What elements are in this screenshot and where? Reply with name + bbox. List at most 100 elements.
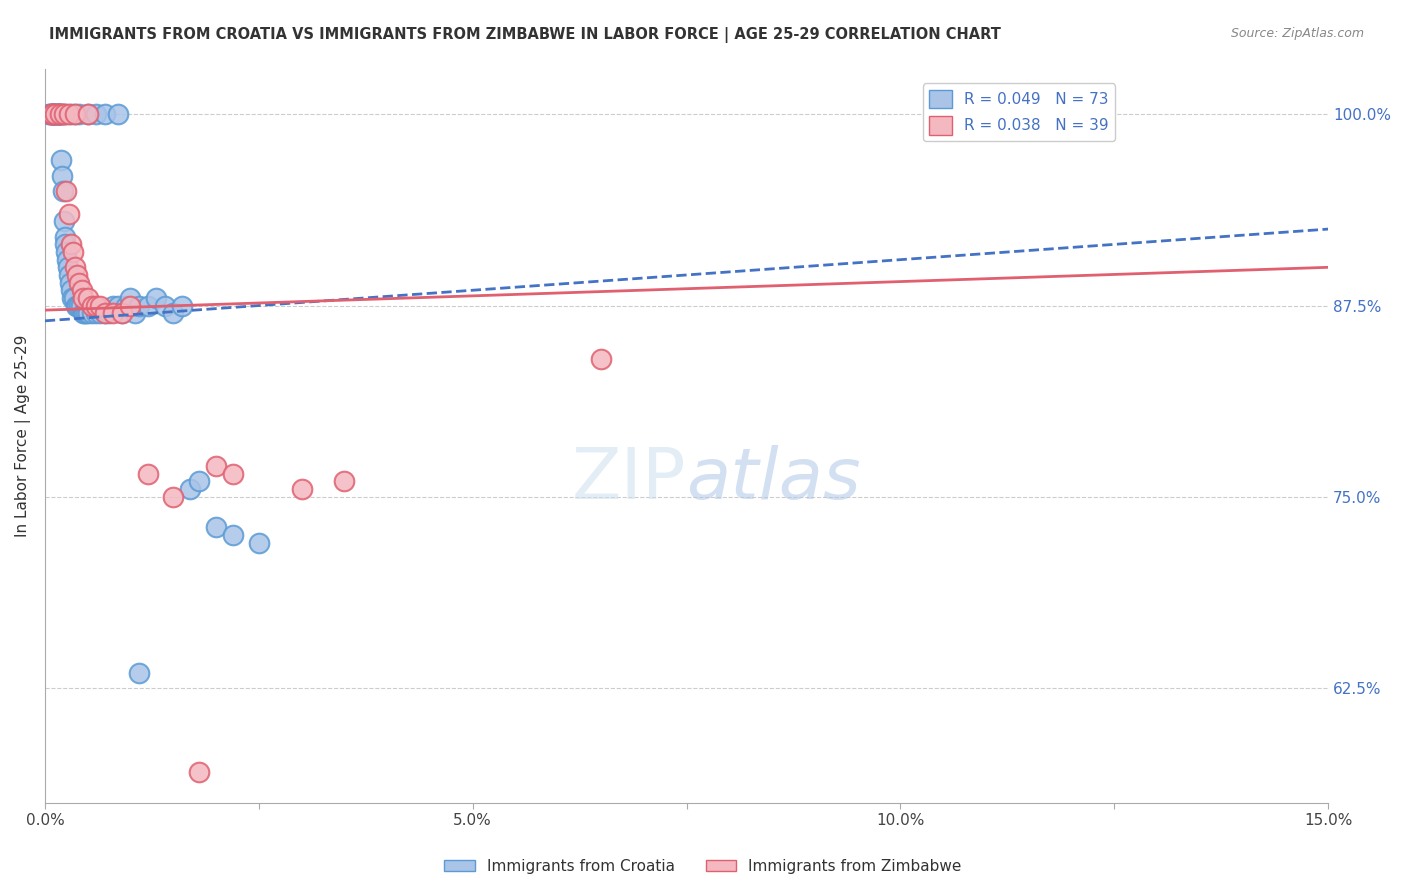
Point: [39, 107, 62, 121]
Point: [84, 107, 107, 121]
Point: [170, 299, 193, 313]
Point: [111, 306, 134, 320]
Point: [115, 299, 138, 313]
Point: [56, 260, 79, 275]
Point: [111, 306, 134, 320]
Point: [44, 107, 66, 121]
Point: [52, 107, 75, 121]
Point: [80, 299, 103, 313]
Point: [55, 245, 77, 260]
Point: [41, 107, 63, 121]
Point: [63, 291, 86, 305]
Point: [48, 107, 70, 121]
Point: [107, 107, 129, 121]
Point: [42, 107, 65, 121]
Point: [205, 459, 228, 474]
Point: [187, 764, 209, 779]
Point: [76, 306, 98, 320]
Point: [128, 665, 150, 680]
Point: [52, 214, 75, 228]
Point: [187, 475, 209, 489]
Point: [65, 299, 87, 313]
Point: [45, 107, 67, 121]
Point: [222, 467, 245, 481]
Point: [124, 306, 146, 320]
Point: [84, 299, 107, 313]
Point: [42, 107, 65, 121]
Point: [145, 291, 167, 305]
Point: [59, 237, 82, 252]
Point: [94, 306, 117, 320]
Point: [52, 184, 75, 198]
Text: Source: ZipAtlas.com: Source: ZipAtlas.com: [1230, 27, 1364, 40]
Point: [222, 528, 245, 542]
Point: [107, 299, 129, 313]
Point: [70, 283, 93, 297]
Point: [103, 299, 125, 313]
Point: [44, 107, 66, 121]
Point: [72, 291, 94, 305]
Point: [46, 107, 69, 121]
Point: [333, 475, 356, 489]
Point: [84, 306, 107, 320]
Point: [73, 306, 96, 320]
Point: [69, 299, 91, 313]
Point: [153, 299, 176, 313]
Point: [76, 291, 98, 305]
Point: [136, 299, 159, 313]
Text: IMMIGRANTS FROM CROATIA VS IMMIGRANTS FROM ZIMBABWE IN LABOR FORCE | AGE 25-29 C: IMMIGRANTS FROM CROATIA VS IMMIGRANTS FR…: [49, 27, 1001, 43]
Point: [49, 107, 72, 121]
Point: [76, 107, 98, 121]
Point: [94, 306, 117, 320]
Point: [589, 352, 612, 367]
Point: [46, 107, 69, 121]
Point: [41, 107, 63, 121]
Point: [45, 107, 67, 121]
Point: [56, 252, 79, 267]
Point: [58, 107, 80, 121]
Point: [98, 306, 121, 320]
Point: [67, 276, 90, 290]
Point: [63, 260, 86, 275]
Point: [53, 229, 76, 244]
Point: [58, 207, 80, 221]
Point: [59, 107, 82, 121]
Point: [67, 299, 90, 313]
Text: atlas: atlas: [686, 445, 860, 514]
Point: [89, 299, 111, 313]
Point: [80, 306, 103, 320]
Text: ZIP: ZIP: [572, 445, 686, 514]
Point: [41, 107, 63, 121]
Point: [46, 107, 69, 121]
Point: [72, 306, 94, 320]
Point: [38, 107, 60, 121]
Point: [55, 237, 77, 252]
Point: [63, 107, 86, 121]
Point: [49, 107, 72, 121]
Point: [51, 107, 73, 121]
Point: [48, 107, 70, 121]
Point: [52, 107, 75, 121]
Point: [44, 107, 66, 121]
Point: [49, 153, 72, 168]
Point: [205, 520, 228, 534]
Point: [60, 291, 83, 305]
Point: [38, 107, 60, 121]
Point: [59, 283, 82, 297]
Point: [49, 107, 72, 121]
Point: [162, 306, 184, 320]
Point: [51, 107, 73, 121]
Point: [62, 245, 84, 260]
Point: [89, 306, 111, 320]
Point: [120, 291, 142, 305]
Point: [120, 299, 142, 313]
Point: [66, 268, 89, 282]
Point: [103, 306, 125, 320]
Point: [136, 467, 159, 481]
Point: [179, 482, 201, 496]
Point: [59, 276, 82, 290]
Point: [48, 107, 70, 121]
Point: [162, 490, 184, 504]
Point: [44, 107, 66, 121]
Point: [67, 107, 90, 121]
